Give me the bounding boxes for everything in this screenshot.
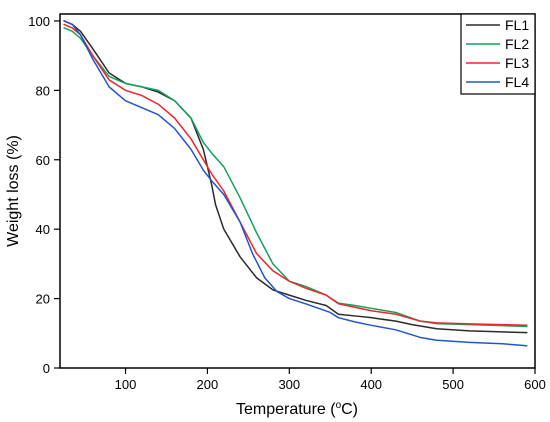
series-line-fl4 xyxy=(63,20,528,347)
series-layer xyxy=(63,20,528,347)
y-tick-label: 100 xyxy=(28,14,50,29)
x-axis-title-suffix: C) xyxy=(341,401,358,418)
x-tick-label: 400 xyxy=(360,377,382,392)
plot-area xyxy=(59,13,536,369)
x-tick-label: 300 xyxy=(278,377,300,392)
x-axis-title-main: Temperature ( xyxy=(236,401,336,418)
y-tick-label: 0 xyxy=(43,361,50,376)
x-axis-ticks: 100 200 300 400 500 600 xyxy=(115,368,546,392)
x-tick-label: 600 xyxy=(524,377,546,392)
series-line-fl1 xyxy=(63,20,528,334)
series-line-fl2 xyxy=(63,27,528,328)
y-tick-label: 80 xyxy=(36,83,50,98)
plot-frame xyxy=(59,13,536,369)
y-tick-label: 60 xyxy=(36,153,50,168)
series-line-fl3 xyxy=(63,23,528,327)
legend-label-fl1: FL1 xyxy=(505,17,529,33)
y-axis-ticks: 0 20 40 60 80 100 xyxy=(28,14,60,376)
legend-box xyxy=(460,13,536,95)
legend-label-fl2: FL2 xyxy=(505,36,529,52)
x-tick-label: 500 xyxy=(442,377,464,392)
legend: FL1 FL2 FL3 FL4 xyxy=(460,13,536,95)
y-tick-label: 40 xyxy=(36,222,50,237)
x-tick-label: 200 xyxy=(197,377,219,392)
x-axis-title: Temperature (oC) xyxy=(236,400,358,418)
x-tick-label: 100 xyxy=(115,377,137,392)
legend-label-fl3: FL3 xyxy=(505,55,529,71)
legend-label-fl4: FL4 xyxy=(505,74,529,90)
y-axis-title: Weight loss (%) xyxy=(5,135,22,247)
y-tick-label: 20 xyxy=(36,292,50,307)
x-axis-title-superscript: o xyxy=(336,400,342,411)
